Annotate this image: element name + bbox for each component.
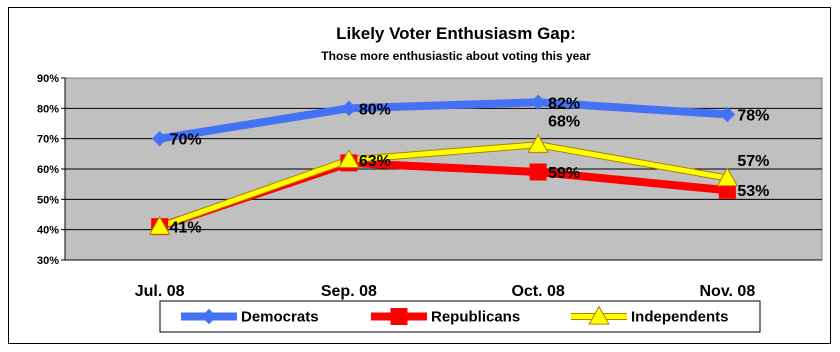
legend-label-independents: Independents <box>631 309 729 326</box>
data-point-independents <box>338 148 360 169</box>
data-point-democrats <box>530 94 546 110</box>
data-label: 78% <box>737 107 769 124</box>
x-tick-label: Jul. 08 <box>135 283 185 300</box>
data-label: 80% <box>359 101 391 118</box>
data-point-democrats <box>719 106 736 123</box>
chart-subtitle: Those more enthusiastic about voting thi… <box>321 49 591 63</box>
y-tick-label: 60% <box>37 164 59 176</box>
data-point-democrats <box>151 130 168 147</box>
y-tick-label: 90% <box>37 73 59 85</box>
y-tick-label: 30% <box>37 255 59 267</box>
x-tick-label: Sep. 08 <box>321 283 377 300</box>
chart-title: Likely Voter Enthusiasm Gap: <box>336 24 576 43</box>
data-point-democrats <box>341 100 357 117</box>
y-tick-label: 40% <box>37 225 59 237</box>
data-label: 53% <box>737 183 769 200</box>
data-point-independents <box>148 215 171 235</box>
data-point-independents <box>716 167 739 187</box>
data-point-independents <box>527 133 549 153</box>
chart-frame: Likely Voter Enthusiasm Gap: Those more … <box>8 7 831 344</box>
series-line-democrats <box>155 98 732 143</box>
data-label: 41% <box>170 220 202 237</box>
data-label: 57% <box>737 153 769 170</box>
legend-label-republicans: Republicans <box>431 309 520 326</box>
data-point-republicans <box>529 163 547 181</box>
y-tick-label: 70% <box>37 134 59 146</box>
data-label: 68% <box>548 114 580 131</box>
legend-marker-independents <box>588 305 610 325</box>
data-label: 59% <box>548 165 580 182</box>
x-tick-label: Nov. 08 <box>700 283 756 300</box>
data-label: 70% <box>170 132 202 149</box>
legend-marker-democrats <box>201 308 217 325</box>
legend-label-democrats: Democrats <box>241 309 319 326</box>
y-tick-label: 50% <box>37 194 59 206</box>
line-chart: Likely Voter Enthusiasm Gap: Those more … <box>37 24 823 333</box>
legend-marker-republicans <box>390 308 408 325</box>
x-tick-label: Oct. 08 <box>511 283 564 300</box>
series-line-independents <box>157 142 730 230</box>
y-tick-label: 80% <box>37 103 59 115</box>
legend <box>159 300 761 333</box>
data-label: 82% <box>548 95 580 112</box>
data-label: 63% <box>359 153 391 170</box>
